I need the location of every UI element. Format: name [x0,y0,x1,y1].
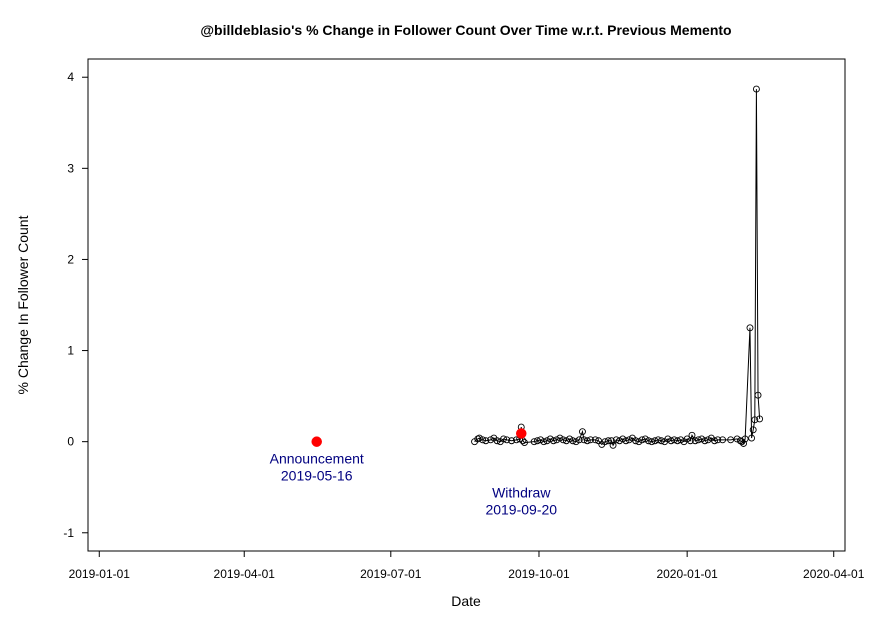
x-axis: 2019-01-01 2019-04-01 2019-07-01 2019-10-01… [69,550,865,581]
data-point [688,431,696,439]
event-date: 2019-05-16 [281,468,353,484]
data-point [638,436,646,444]
data-point [694,436,702,444]
data-point [500,435,507,443]
y-tick-label: 4 [67,70,74,84]
data-point [741,435,749,443]
event-date: 2019-09-20 [485,501,557,517]
data-point [530,438,538,446]
data-point [479,436,487,444]
y-axis-label: % Change In Follower Count [15,215,31,394]
x-tick-label: 2020-04-01 [803,567,865,581]
data-point [740,440,747,447]
data-point [754,391,762,399]
data-point [711,437,718,445]
data-point [609,441,617,449]
data-point [751,416,759,424]
x-tick-label: 2019-10-01 [508,567,570,581]
data-point [601,438,609,446]
event-label: Announcement [270,451,364,467]
data-point [714,436,722,444]
series-points [471,85,764,449]
data-point [508,437,516,445]
data-point [521,439,528,447]
data-point [569,437,577,445]
data-point [749,426,757,434]
data-point [550,437,557,445]
data-point [575,436,583,444]
data-point [632,437,640,445]
event-label: Withdraw [492,484,551,500]
y-axis: -1 0 1 2 3 4 [63,70,89,540]
y-tick-label: 1 [67,344,74,358]
chart-title: @billdeblasio's % Change in Follower Cou… [200,22,731,38]
data-point [657,437,665,445]
data-point [503,436,511,444]
y-tick-label: 3 [67,161,74,175]
data-point [533,437,541,445]
series-line [474,89,761,447]
data-point [691,437,699,445]
data-point [622,437,630,445]
x-tick-label: 2019-07-01 [360,567,422,581]
data-point [591,436,599,444]
data-point [604,437,612,445]
event-marker [516,428,527,439]
data-point [719,436,727,444]
data-point [583,437,591,445]
y-tick-label: 0 [67,435,74,449]
y-tick-label: -1 [63,526,74,540]
data-point [756,415,764,423]
y-tick-label: 2 [67,252,74,266]
data-point [587,436,594,444]
x-axis-label: Date [451,593,481,609]
data-point [674,437,681,445]
data-point [512,436,520,444]
series-polyline [474,89,761,447]
data-point [579,428,586,436]
data-point [748,434,756,442]
x-tick-label: 2019-01-01 [69,567,131,581]
data-point [474,435,482,443]
x-tick-label: 2019-04-01 [214,567,276,581]
x-tick-label: 2020-01-01 [656,567,718,581]
data-point [752,85,760,93]
data-point [648,438,656,446]
plot-frame [87,58,846,552]
event-marker [311,436,322,447]
data-point [654,436,662,444]
data-point [746,324,754,332]
data-point [540,438,548,446]
data-point [701,437,709,445]
data-point [727,436,735,444]
data-point [482,437,490,445]
data-point [559,436,567,444]
data-point [608,437,615,445]
data-point [612,436,620,444]
data-point [493,437,501,445]
